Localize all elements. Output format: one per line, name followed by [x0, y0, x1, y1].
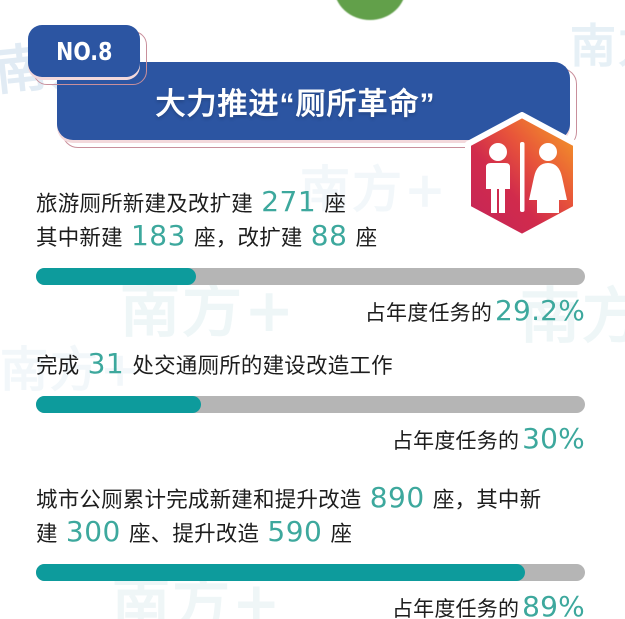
progress-percent: 89%: [522, 590, 585, 619]
progress-percent: 30%: [522, 422, 585, 455]
stat-line-text: 处交通厕所的建设改造工作: [126, 354, 393, 378]
rank-badge: NO.8: [28, 25, 140, 77]
progress-bar-track: [36, 564, 585, 581]
progress-caption: 占年度任务的 30%: [0, 422, 585, 455]
stat-line: 建 300 座、提升改造 590 座: [36, 516, 592, 550]
stat-number: 88: [310, 219, 348, 252]
progress-bar-fill: [36, 268, 197, 285]
progress-bar-track: [36, 396, 585, 413]
stat-line-text: 座，其中新: [426, 488, 542, 512]
stat-line-text: 座: [324, 522, 353, 546]
stat-number: 31: [87, 347, 125, 380]
stat-line-text: 建: [36, 522, 64, 546]
stat-line-text: 座、提升改造: [122, 522, 266, 546]
stat-line: 其中新建 183 座，改扩建 88 座: [36, 220, 592, 254]
stat-line: 旅游厕所新建及改扩建 271 座: [36, 186, 592, 220]
progress-caption: 占年度任务的 89%: [0, 590, 585, 619]
stat-text: 完成 31 处交通厕所的建设改造工作: [36, 348, 592, 382]
stat-line-text: 城市公厕累计完成新建和提升改造: [36, 488, 368, 512]
stat-number: 183: [130, 219, 186, 252]
rank-badge-label: NO.8: [55, 36, 113, 66]
stat-block-3: 城市公厕累计完成新建和提升改造 890 座，其中新 建 300 座、提升改造 5…: [0, 482, 625, 619]
progress-bar-fill: [36, 396, 201, 413]
progress-bar-fill: [36, 564, 525, 581]
header: 大力推进“厕所革命” NO.8: [0, 0, 625, 250]
stat-line-text: 旅游厕所新建及改扩建: [36, 192, 260, 216]
stat-block-2: 完成 31 处交通厕所的建设改造工作 占年度任务的 30%: [0, 348, 625, 455]
stat-number: 890: [369, 481, 425, 514]
stat-line-text: 座: [318, 192, 347, 216]
page-title: 大力推进“厕所革命”: [155, 88, 436, 121]
progress-caption-prefix: 占年度任务的: [391, 598, 520, 619]
stat-text: 城市公厕累计完成新建和提升改造 890 座，其中新 建 300 座、提升改造 5…: [36, 482, 592, 550]
stat-number: 300: [65, 515, 121, 548]
stat-number: 590: [267, 515, 323, 548]
stat-number: 271: [261, 185, 317, 218]
stat-line-text: 其中新建: [36, 226, 129, 250]
stat-block-1: 旅游厕所新建及改扩建 271 座 其中新建 183 座，改扩建 88 座 占年度…: [0, 186, 625, 327]
stat-line: 完成 31 处交通厕所的建设改造工作: [36, 348, 592, 382]
progress-caption-prefix: 占年度任务的: [391, 430, 520, 453]
progress-bar-track: [36, 268, 585, 285]
stat-line-text: 座，改扩建: [187, 226, 309, 250]
stat-line-text: 完成: [36, 354, 86, 378]
progress-caption-prefix: 占年度任务的: [364, 302, 493, 325]
stat-text: 旅游厕所新建及改扩建 271 座 其中新建 183 座，改扩建 88 座: [36, 186, 592, 254]
green-circle-decoration: [334, 0, 406, 20]
stat-line: 城市公厕累计完成新建和提升改造 890 座，其中新: [36, 482, 592, 516]
stat-line-text: 座: [349, 226, 378, 250]
progress-percent: 29.2%: [495, 294, 585, 327]
progress-caption: 占年度任务的 29.2%: [0, 294, 585, 327]
restroom-hexagon-icon: [456, 112, 588, 240]
